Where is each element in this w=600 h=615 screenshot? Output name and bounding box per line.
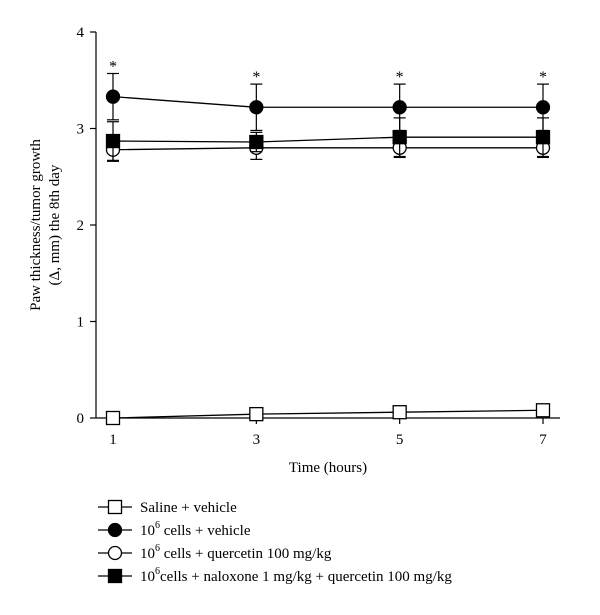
- data-point: [535, 100, 551, 115]
- data-point: [105, 133, 121, 149]
- y-tick-label: 1: [77, 315, 85, 331]
- significance-star: *: [539, 69, 547, 86]
- legend-item: 106 cells + vehicle: [98, 520, 251, 539]
- plot-area: [105, 72, 551, 426]
- data-point: [392, 100, 407, 115]
- x-tick-label: 1: [109, 432, 117, 448]
- significance-annotations: * * * *: [109, 58, 547, 86]
- y-axis-label-line-2: (Δ, mm) the 8th day: [47, 164, 63, 285]
- x-tick-label: 7: [539, 432, 547, 448]
- y-ticks: 0 1 2 3 4: [77, 25, 96, 427]
- y-tick-label: 0: [77, 411, 85, 427]
- y-axis-label-line-1: Paw thickness/tumor growth: [28, 139, 44, 311]
- legend-item: Saline + vehicle: [98, 499, 237, 516]
- legend-item: 106cells + naloxone 1 mg/kg + quercetin …: [98, 566, 452, 585]
- legend: Saline + vehicle 106 cells + vehicle 106 c…: [98, 499, 452, 585]
- data-point: [105, 89, 121, 104]
- x-ticks: 1 3 5 7: [109, 418, 547, 448]
- legend-item: 106 cells + quercetin 100 mg/kg: [98, 543, 332, 562]
- significance-star: *: [252, 69, 260, 86]
- series-4: [105, 117, 551, 161]
- legend-marker: [107, 545, 123, 561]
- data-point: [392, 130, 407, 145]
- significance-star: *: [109, 58, 117, 75]
- data-point: [249, 406, 264, 422]
- legend-label: 106cells + naloxone 1 mg/kg + quercetin …: [140, 566, 452, 585]
- x-axis-label: Time (hours): [289, 460, 367, 476]
- data-point: [535, 130, 551, 145]
- series-2: [105, 72, 551, 132]
- legend-label: 106 cells + quercetin 100 mg/kg: [140, 543, 332, 562]
- y-tick-label: 3: [77, 122, 85, 138]
- legend-marker: [107, 568, 123, 584]
- y-axis-label: Paw thickness/tumor growth (Δ, mm) the 8…: [28, 139, 63, 311]
- axes: [95, 32, 560, 419]
- x-tick-label: 3: [253, 432, 261, 448]
- series-line: [112, 136, 543, 143]
- y-tick-label: 4: [77, 25, 85, 41]
- legend-marker: [107, 499, 123, 515]
- data-point: [535, 403, 551, 418]
- legend-label: 106 cells + vehicle: [140, 520, 251, 539]
- series-line: [112, 96, 543, 108]
- y-tick-label: 2: [77, 218, 85, 234]
- data-point: [249, 134, 264, 150]
- series-1: [105, 403, 551, 426]
- legend-label: Saline + vehicle: [140, 500, 237, 516]
- data-point: [105, 410, 121, 426]
- data-point: [392, 405, 407, 420]
- series-line: [112, 147, 543, 151]
- x-tick-label: 5: [396, 432, 404, 448]
- series-line: [112, 409, 544, 419]
- legend-marker: [107, 522, 123, 538]
- data-point: [249, 100, 264, 115]
- significance-star: *: [396, 69, 404, 86]
